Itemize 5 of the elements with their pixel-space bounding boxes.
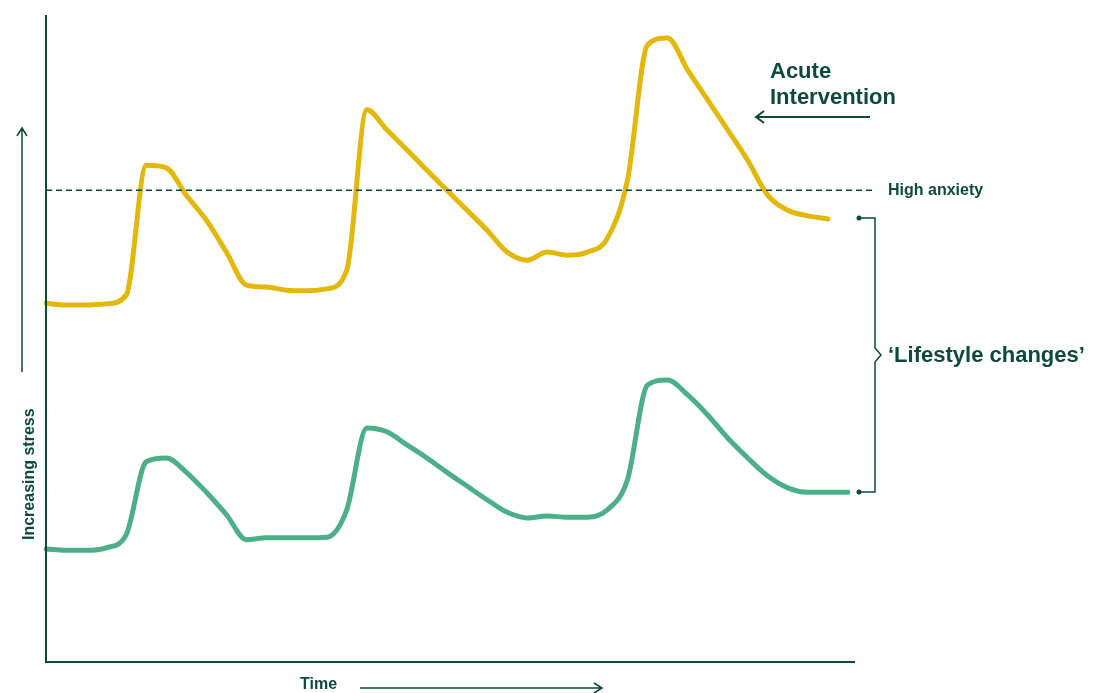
annotation: Acute Intervention	[770, 58, 897, 110]
text: ‘Lifestyle changes’	[888, 342, 1085, 368]
y-axis-title: Increasing stress	[20, 408, 38, 540]
ref-line-label: High anxiety	[888, 180, 984, 198]
x-axis-title: Time	[300, 675, 338, 693]
